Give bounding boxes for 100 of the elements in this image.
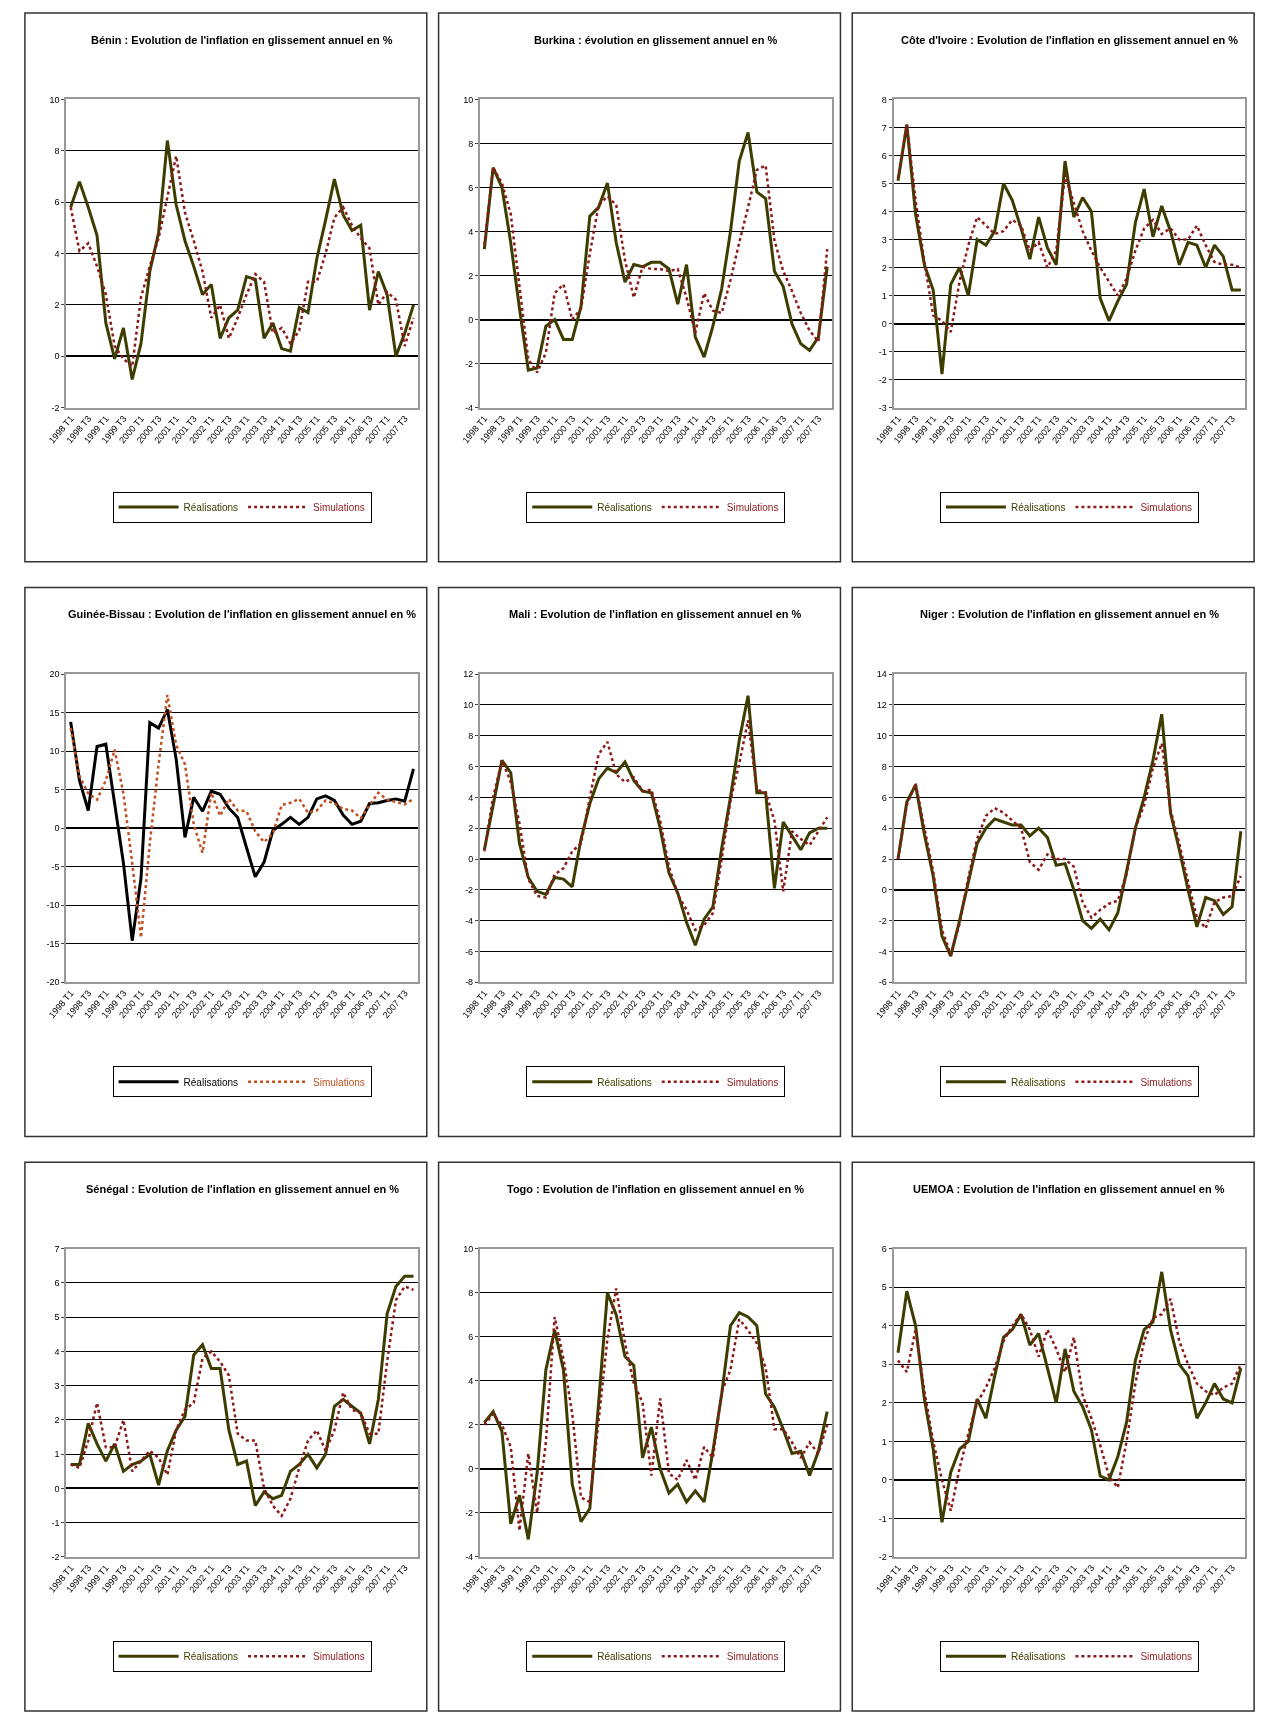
y-tick-label: 1 bbox=[54, 1449, 60, 1460]
y-tick-label: 4 bbox=[468, 226, 474, 237]
y-tick-label: 4 bbox=[54, 248, 60, 259]
y-tick-label: -20 bbox=[46, 977, 60, 988]
y-tick-label: 12 bbox=[463, 669, 474, 680]
y-tick-label: 6 bbox=[468, 761, 474, 772]
y-tick-label: -2 bbox=[51, 1552, 60, 1563]
y-tick-label: 3 bbox=[881, 234, 887, 245]
line-series bbox=[896, 1297, 1243, 1512]
text: Simulations bbox=[313, 1076, 365, 1088]
text: Réalisations bbox=[597, 1651, 652, 1663]
text: Réalisations bbox=[1010, 501, 1066, 513]
y-tick-label: 10 bbox=[49, 746, 60, 757]
y-tick-label: 6 bbox=[881, 792, 887, 803]
y-tick-label: 6 bbox=[881, 150, 887, 161]
y-tick-label: 8 bbox=[54, 145, 60, 156]
y-tick-label: -2 bbox=[878, 915, 887, 926]
y-tick-label: -2 bbox=[878, 1552, 887, 1563]
y-tick-label: -5 bbox=[51, 861, 60, 872]
y-tick-label: -4 bbox=[465, 402, 474, 413]
chart-title: Mali : Evolution de l'inflation en glissement annuel en % bbox=[509, 608, 802, 620]
chart-title: Bénin : Evolution de l'inflation en glissement annuel en % bbox=[91, 34, 393, 46]
chart-title: Togo : Evolution de l'inflation en glissement annuel en % bbox=[507, 1183, 805, 1195]
y-tick-label: -1 bbox=[51, 1517, 60, 1528]
y-tick-label: 4 bbox=[468, 792, 474, 803]
y-tick-label: 2 bbox=[881, 854, 887, 865]
y-tick-label: 5 bbox=[54, 1312, 60, 1323]
y-tick-label: 2 bbox=[881, 262, 887, 273]
y-tick-label: 20 bbox=[49, 669, 60, 680]
text: Réalisations bbox=[597, 1076, 652, 1088]
y-tick-label: 8 bbox=[881, 761, 887, 772]
y-tick-label: 5 bbox=[881, 1282, 887, 1293]
y-tick-label: 7 bbox=[54, 1243, 60, 1254]
chart-title: Burkina : évolution en glissement annuel en % bbox=[534, 34, 778, 46]
y-tick-label: 4 bbox=[881, 823, 887, 834]
y-tick-label: -4 bbox=[465, 915, 474, 926]
y-tick-label: -2 bbox=[465, 358, 474, 369]
y-tick-label: 10 bbox=[463, 1243, 474, 1254]
text: Réalisations bbox=[183, 1076, 239, 1088]
y-tick-label: 8 bbox=[468, 1287, 474, 1298]
y-tick-label: -2 bbox=[465, 884, 474, 895]
y-tick-label: 4 bbox=[54, 1346, 60, 1357]
text: Simulations bbox=[313, 1651, 365, 1663]
y-tick-label: -8 bbox=[465, 977, 474, 988]
y-tick-label: 10 bbox=[876, 730, 887, 741]
y-tick-label: 2 bbox=[468, 270, 474, 281]
text: Simulations bbox=[1140, 1651, 1193, 1663]
y-tick-label: -2 bbox=[51, 402, 60, 413]
y-tick-label: 15 bbox=[49, 707, 60, 718]
y-tick-label: 10 bbox=[463, 94, 474, 105]
chart-title: Côte d'Ivoire : Evolution de l'inflation en glissement annuel en % bbox=[901, 34, 1239, 46]
chart-title: Sénégal : Evolution de l'inflation en glissement annuel en % bbox=[86, 1183, 400, 1195]
y-tick-label: 0 bbox=[54, 1483, 60, 1494]
y-tick-label: 0 bbox=[881, 318, 887, 329]
y-tick-label: -3 bbox=[878, 402, 887, 413]
y-tick-label: -6 bbox=[878, 977, 887, 988]
y-tick-label: 2 bbox=[468, 823, 474, 834]
y-tick-label: 0 bbox=[54, 823, 60, 834]
y-tick-label: 3 bbox=[54, 1380, 60, 1391]
y-tick-label: -10 bbox=[46, 900, 60, 911]
text: Simulations bbox=[313, 501, 365, 513]
y-tick-label: 0 bbox=[468, 854, 474, 865]
y-tick-label: 6 bbox=[54, 1278, 60, 1289]
y-tick-label: 2 bbox=[881, 1397, 887, 1408]
y-tick-label: 8 bbox=[468, 138, 474, 149]
line-series bbox=[896, 1270, 1243, 1524]
y-tick-label: -4 bbox=[878, 946, 887, 957]
chart-title: Niger : Evolution de l'inflation en glissement annuel en % bbox=[920, 608, 1220, 620]
text: Simulations bbox=[1140, 1076, 1193, 1088]
y-tick-label: 0 bbox=[54, 351, 60, 362]
text: Simulations bbox=[726, 1076, 779, 1088]
y-tick-label: 6 bbox=[881, 1243, 887, 1254]
y-tick-label: 4 bbox=[881, 206, 887, 217]
text: Réalisations bbox=[1010, 1651, 1066, 1663]
line-series bbox=[483, 719, 829, 932]
y-tick-label: -2 bbox=[465, 1508, 474, 1519]
y-tick-label: 0 bbox=[881, 1475, 887, 1486]
y-tick-label: 2 bbox=[54, 300, 60, 311]
y-tick-label: 5 bbox=[881, 178, 887, 189]
y-tick-label: 2 bbox=[54, 1415, 60, 1426]
y-tick-label: 4 bbox=[881, 1320, 887, 1331]
y-tick-label: 6 bbox=[468, 1331, 474, 1342]
text: Simulations bbox=[1140, 501, 1193, 513]
y-tick-label: 0 bbox=[881, 884, 887, 895]
y-tick-label: 8 bbox=[468, 730, 474, 741]
y-tick-label: 3 bbox=[881, 1359, 887, 1370]
chart-title: UEMOA : Evolution de l'inflation en glissement annuel en % bbox=[913, 1183, 1225, 1195]
y-tick-label: 2 bbox=[468, 1420, 474, 1431]
text: Réalisations bbox=[183, 1651, 239, 1663]
y-tick-label: 0 bbox=[468, 1464, 474, 1475]
y-tick-label: 6 bbox=[468, 182, 474, 193]
chart-title: Guinée-Bissau : Evolution de l'inflation en glissement annuel en % bbox=[68, 608, 417, 620]
text: Simulations bbox=[726, 1651, 779, 1663]
y-tick-label: 6 bbox=[54, 197, 60, 208]
text: Réalisations bbox=[183, 501, 239, 513]
y-tick-label: -4 bbox=[465, 1552, 474, 1563]
y-tick-label: 4 bbox=[468, 1375, 474, 1386]
text: Réalisations bbox=[1010, 1076, 1066, 1088]
y-tick-label: -2 bbox=[878, 374, 887, 385]
y-tick-label: -1 bbox=[878, 1513, 887, 1524]
